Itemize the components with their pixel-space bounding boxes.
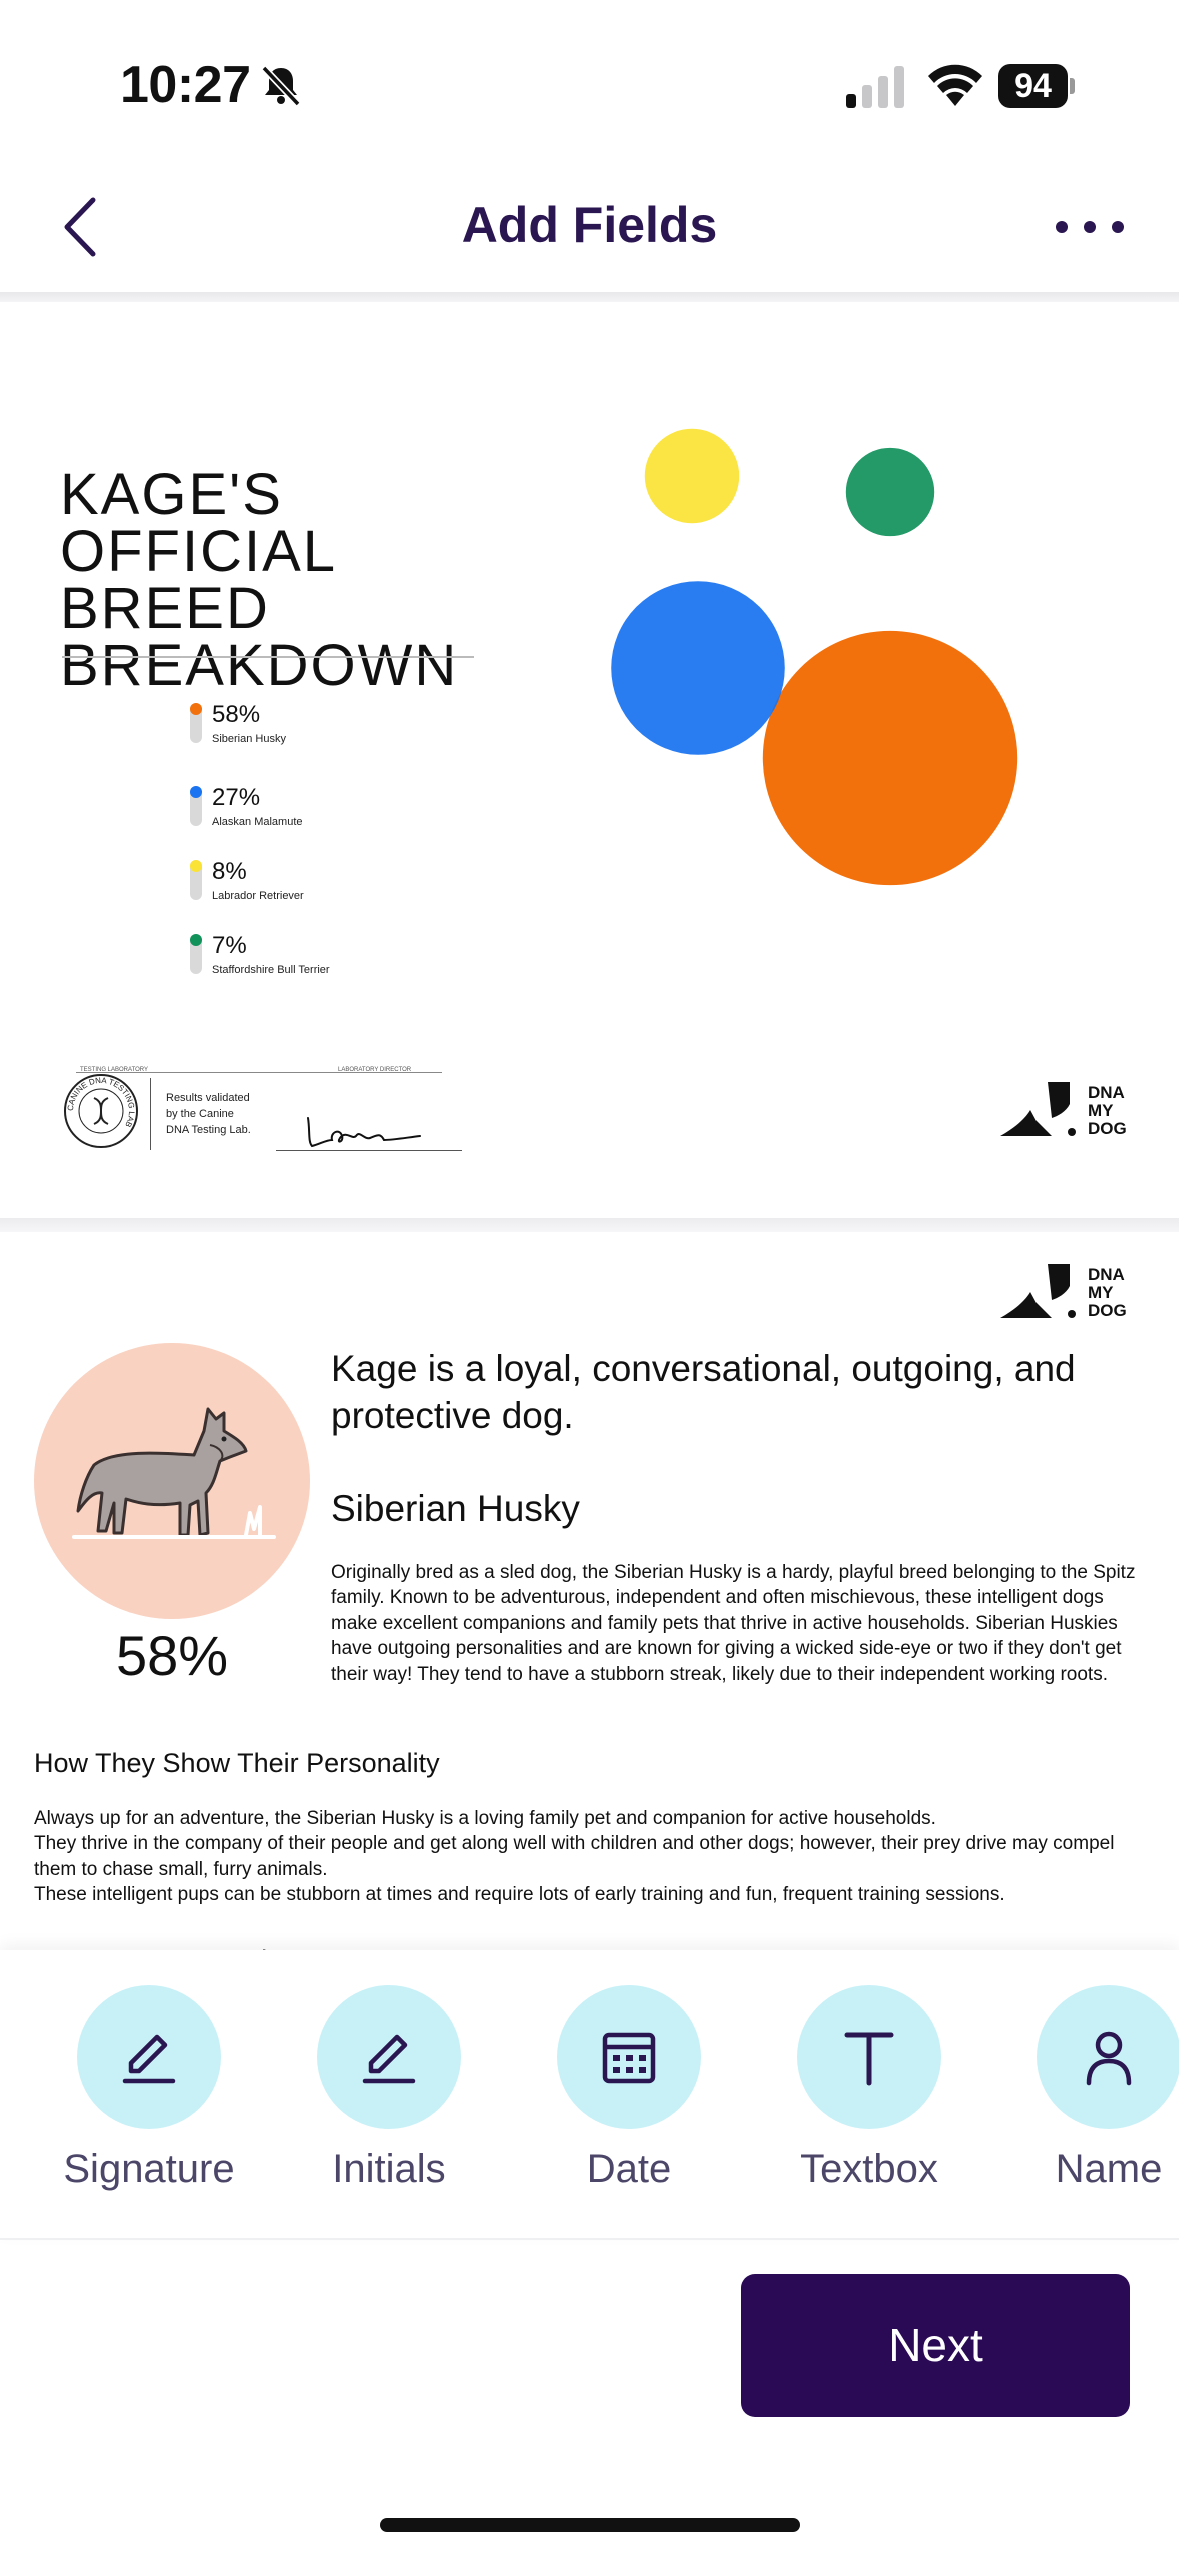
svg-text:DOG: DOG [1088, 1301, 1127, 1320]
personality-text: Always up for an adventure, the Siberian… [34, 1808, 1115, 1906]
legend-dot [190, 934, 202, 946]
breed-heading: Siberian Husky [331, 1488, 580, 1529]
bubble-labrador-retriever [644, 428, 740, 524]
document-top-divider [0, 292, 1179, 302]
status-time: 10:27 [120, 56, 251, 114]
more-options-icon[interactable] [1050, 212, 1130, 242]
dna-my-dog-logo: DNA MY DOG [1000, 1264, 1127, 1320]
calendar-icon [602, 2032, 656, 2084]
back-chevron-icon[interactable] [55, 192, 115, 262]
dna-my-dog-logo: DNA MY DOG [1000, 1082, 1127, 1138]
svg-text:DNA: DNA [1088, 1083, 1125, 1102]
battery-indicator: 94 [998, 64, 1075, 108]
signature-field-button[interactable]: Signature [59, 1985, 239, 2215]
bell-slash-icon [261, 65, 301, 107]
next-button[interactable]: Next [741, 2274, 1130, 2417]
legend-dot [190, 703, 202, 715]
toolbar-bottom-divider [0, 2238, 1179, 2240]
seal-top-rule [76, 1072, 442, 1073]
testing-lab-label: TESTING LABORATORY [80, 1067, 149, 1073]
home-indicator[interactable] [380, 2518, 800, 2532]
bubble-siberian-husky [762, 630, 1018, 886]
validation-text: Results validated by the Canine DNA Test… [166, 1092, 251, 1136]
name-field-button[interactable]: Name [1019, 1985, 1179, 2215]
signature-line [276, 1150, 462, 1151]
date-field-button[interactable]: Date [539, 1985, 719, 2215]
bubble-alaskan-malamute [611, 581, 785, 755]
personality-headline: Kage is a loyal, conversational, outgoin… [331, 1348, 1076, 1436]
name-icon-circle[interactable] [1037, 1985, 1179, 2129]
seal-divider [150, 1078, 151, 1150]
svg-text:MY: MY [1088, 1283, 1114, 1302]
svg-text:MY: MY [1088, 1101, 1114, 1120]
breed-bubble-chart [611, 428, 1018, 886]
title-rule [62, 656, 474, 658]
signature-icon-circle[interactable] [77, 1985, 221, 2129]
breed-description: Originally bred as a sled dog, the Siber… [331, 1562, 1136, 1685]
husky-percent: 58% [115, 1624, 229, 1687]
husky-illustration [34, 1343, 310, 1619]
pen-icon [362, 2034, 416, 2084]
canine-lab-seal-icon: CANINE DNA TESTING LAB [64, 1074, 138, 1148]
lab-director-label: LABORATORY DIRECTOR [338, 1067, 412, 1073]
text-t-icon [844, 2032, 894, 2086]
bubble-staffordshire-bull-terrier [845, 447, 935, 537]
svg-text:DNA: DNA [1088, 1265, 1125, 1284]
pen-icon [122, 2034, 176, 2084]
legend-dot [190, 786, 202, 798]
legend-dot [190, 860, 202, 872]
date-icon-circle[interactable] [557, 1985, 701, 2129]
director-signature [307, 1117, 421, 1148]
cellular-signal-icon [846, 66, 904, 108]
textbox-icon-circle[interactable] [797, 1985, 941, 2129]
page-title: Add Fields [461, 197, 718, 253]
page-divider [0, 1218, 1179, 1232]
husky-icon [72, 1407, 276, 1539]
person-icon [1086, 2031, 1132, 2086]
wifi-icon [928, 64, 982, 106]
breed-breakdown-title: KAGE'S OFFICIAL BREED BREAKDOWN [60, 462, 459, 698]
svg-text:DOG: DOG [1088, 1119, 1127, 1138]
initials-field-button[interactable]: Initials [299, 1985, 479, 2215]
textbox-field-button[interactable]: Textbox [779, 1985, 959, 2215]
personality-heading: How They Show Their Personality [34, 1748, 440, 1778]
battery-level: 94 [1014, 67, 1052, 105]
initials-icon-circle[interactable] [317, 1985, 461, 2129]
